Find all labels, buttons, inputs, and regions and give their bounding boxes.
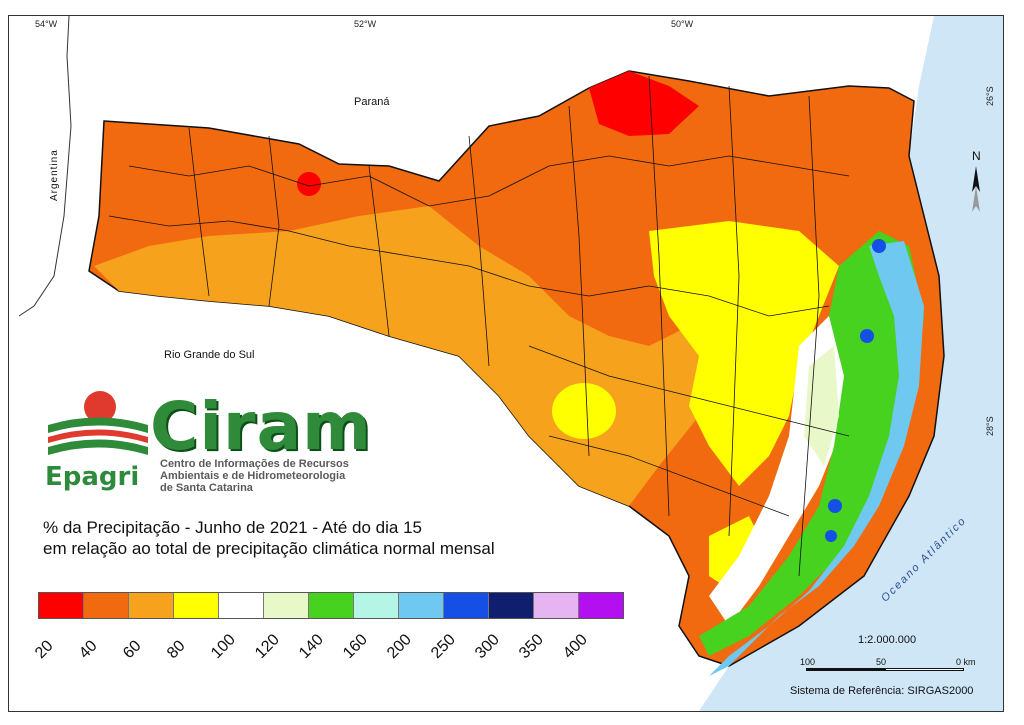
legend-tick-label: 120 (252, 631, 283, 663)
legend-tick-label: 40 (76, 637, 101, 663)
label-parana: Paraná (354, 96, 390, 108)
legend-swatch (219, 593, 264, 618)
scale-label-0: 0 km (956, 657, 976, 667)
label-argentina: Argentina (49, 149, 60, 201)
zone-250-spot-4 (825, 530, 837, 542)
legend-swatch (39, 593, 84, 618)
ciram-subtitle-line2: Ambientais e de Hidrometeorologia (160, 470, 346, 482)
lat-label-26: 26°S (985, 86, 995, 106)
legend-swatch (444, 593, 489, 618)
lon-label-54: 54°W (35, 19, 58, 29)
legend-swatch (84, 593, 129, 618)
zone-250-spot-2 (860, 329, 874, 343)
legend-tick-label: 350 (516, 631, 547, 663)
zone-120-coast (804, 346, 839, 466)
legend-tick-label: 250 (428, 631, 459, 663)
scale-ratio: 1:2.000.000 (858, 634, 917, 646)
color-legend (38, 592, 624, 619)
legend-swatch (309, 593, 354, 618)
legend-tick-label: 80 (164, 637, 189, 663)
map-frame: 54°W 52°W 50°W 26°S 28°S Paraná Argentin… (8, 15, 1004, 712)
ciram-logo-text: Ciram (150, 388, 372, 465)
lon-label-52: 52°W (354, 19, 377, 29)
legend-swatch (264, 593, 309, 618)
ocean-area (699, 16, 1003, 711)
legend-ticks: 20 40 60 80 100 120 140 160 200 250 300 350 400 (32, 628, 632, 668)
ciram-subtitle-line1: Centro de Informações de Recursos (160, 458, 349, 470)
zone-20-north (589, 71, 699, 136)
epagri-logo-text: Epagri (45, 462, 140, 492)
epagri-logo-icon (48, 391, 148, 455)
lat-label-28: 28°S (985, 416, 995, 436)
municipal-boundaries (108, 75, 850, 577)
reference-system: Sistema de Referência: SIRGAS2000 (790, 685, 974, 697)
zone-20-spot (297, 172, 321, 196)
legend-tick-label: 140 (296, 631, 327, 663)
ciram-subtitle-line3: de Santa Catarina (160, 482, 253, 494)
legend-swatch (489, 593, 534, 618)
legend-tick-label: 60 (120, 637, 145, 663)
caption-line1: % da Precipitação - Junho de 2021 - Até … (43, 518, 422, 537)
legend-swatch (129, 593, 174, 618)
scale-label-100: 100 (800, 657, 816, 667)
north-arrow-icon: N (972, 149, 981, 212)
legend-tick-label: 20 (32, 637, 57, 663)
scale-bar (806, 668, 964, 671)
ciram-subtitle: Centro de Informações de Recursos Ambien… (160, 458, 349, 494)
zone-80-south (552, 383, 616, 439)
zone-80-central (649, 221, 839, 486)
north-label: N (972, 149, 981, 163)
legend-tick-label: 400 (560, 631, 591, 663)
legend-swatch (354, 593, 399, 618)
zone-200-coast (709, 241, 924, 676)
map-caption: % da Precipitação - Junho de 2021 - Até … (43, 517, 495, 559)
zone-250-spot-1 (872, 239, 886, 253)
legend-tick-label: 300 (472, 631, 503, 663)
legend-tick-label: 160 (340, 631, 371, 663)
legend-swatch (534, 593, 579, 618)
precipitation-map (18, 16, 1003, 711)
caption-line2: em relação ao total de precipitação clim… (43, 539, 495, 558)
legend-tick-label: 200 (384, 631, 415, 663)
lon-label-50: 50°W (671, 19, 694, 29)
legend-swatch (399, 593, 444, 618)
zone-250-spot-3 (828, 499, 842, 513)
legend-tick-label: 100 (208, 631, 239, 663)
legend-swatch (579, 593, 623, 618)
scale-label-50: 50 (876, 657, 887, 667)
legend-swatch (174, 593, 219, 618)
label-rio-grande-do-sul: Rio Grande do Sul (164, 349, 255, 361)
neighbor-boundary-argentina (18, 16, 72, 317)
